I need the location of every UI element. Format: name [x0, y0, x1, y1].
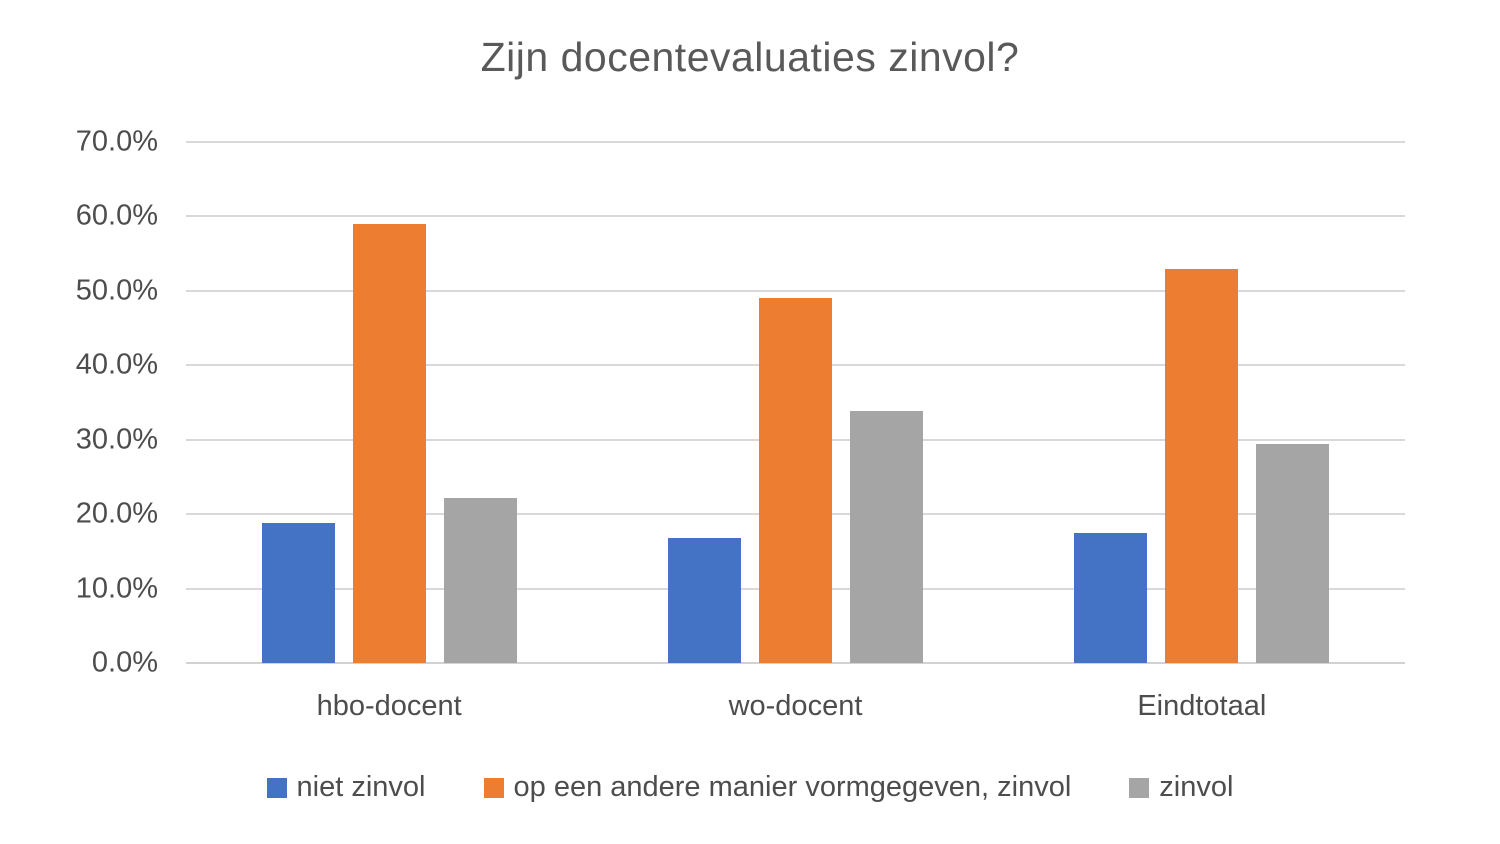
y-tick-label: 40.0%	[75, 348, 158, 381]
legend-swatch-icon	[483, 777, 504, 798]
bar-groups	[186, 142, 1405, 663]
legend: niet zinvol op een andere manier vormgege…	[0, 771, 1500, 804]
bar-hbo-docent-niet-zinvol	[261, 523, 335, 663]
x-tick-label-wo-docent: wo-docent	[728, 690, 863, 722]
y-tick-label: 0.0%	[91, 646, 158, 679]
plot-area	[186, 141, 1405, 664]
bar-group-hbo-docent	[186, 142, 592, 663]
bar-wo-docent-niet-zinvol	[667, 537, 741, 663]
y-tick-label: 20.0%	[75, 497, 158, 530]
bar-Eindtotaal-op-een-andere-manier-vormgegeven-zinvol	[1165, 268, 1239, 663]
x-axis-labels: hbo-docent wo-docent Eindtotaal	[186, 690, 1405, 723]
legend-label: op een andere manier vormgegeven, zinvol	[513, 771, 1072, 803]
bar-group-wo-docent	[592, 142, 998, 663]
bar-wo-docent-op-een-andere-manier-vormgegeven-zinvol	[758, 298, 832, 663]
legend-label: niet zinvol	[296, 771, 426, 803]
gridline	[186, 141, 1405, 143]
legend-swatch-icon	[1129, 777, 1150, 798]
gridline	[186, 215, 1405, 218]
bar-Eindtotaal-zinvol	[1256, 444, 1330, 663]
legend-label: zinvol	[1159, 771, 1234, 803]
legend-item: niet zinvol	[266, 771, 426, 804]
bar-group-Eindtotaal	[999, 142, 1405, 663]
x-tick-label-hbo-docent: hbo-docent	[316, 690, 462, 722]
y-tick-label: 70.0%	[75, 125, 158, 158]
legend-item: op een andere manier vormgegeven, zinvol	[483, 771, 1072, 804]
y-tick-label: 10.0%	[75, 572, 158, 605]
bar-wo-docent-zinvol	[849, 410, 923, 663]
gridline	[186, 289, 1405, 292]
y-axis-labels: 70.0% 60.0% 50.0% 40.0% 30.0% 20.0% 10.0% 0.0%	[0, 127, 158, 677]
legend-swatch-icon	[266, 777, 287, 798]
chart-title: Zijn docentevaluaties zinvol?	[480, 34, 1020, 80]
bar-hbo-docent-op-een-andere-manier-vormgegeven-zinvol	[352, 223, 426, 663]
bar-Eindtotaal-niet-zinvol	[1074, 532, 1148, 663]
x-tick-label-Eindtotaal: Eindtotaal	[1137, 690, 1267, 722]
legend-item: zinvol	[1129, 771, 1233, 804]
y-tick-label: 30.0%	[75, 423, 158, 456]
bar-hbo-docent-zinvol	[443, 497, 517, 663]
y-tick-label: 50.0%	[75, 274, 158, 307]
x-axis-line	[186, 662, 1405, 664]
y-tick-label: 60.0%	[75, 199, 158, 232]
